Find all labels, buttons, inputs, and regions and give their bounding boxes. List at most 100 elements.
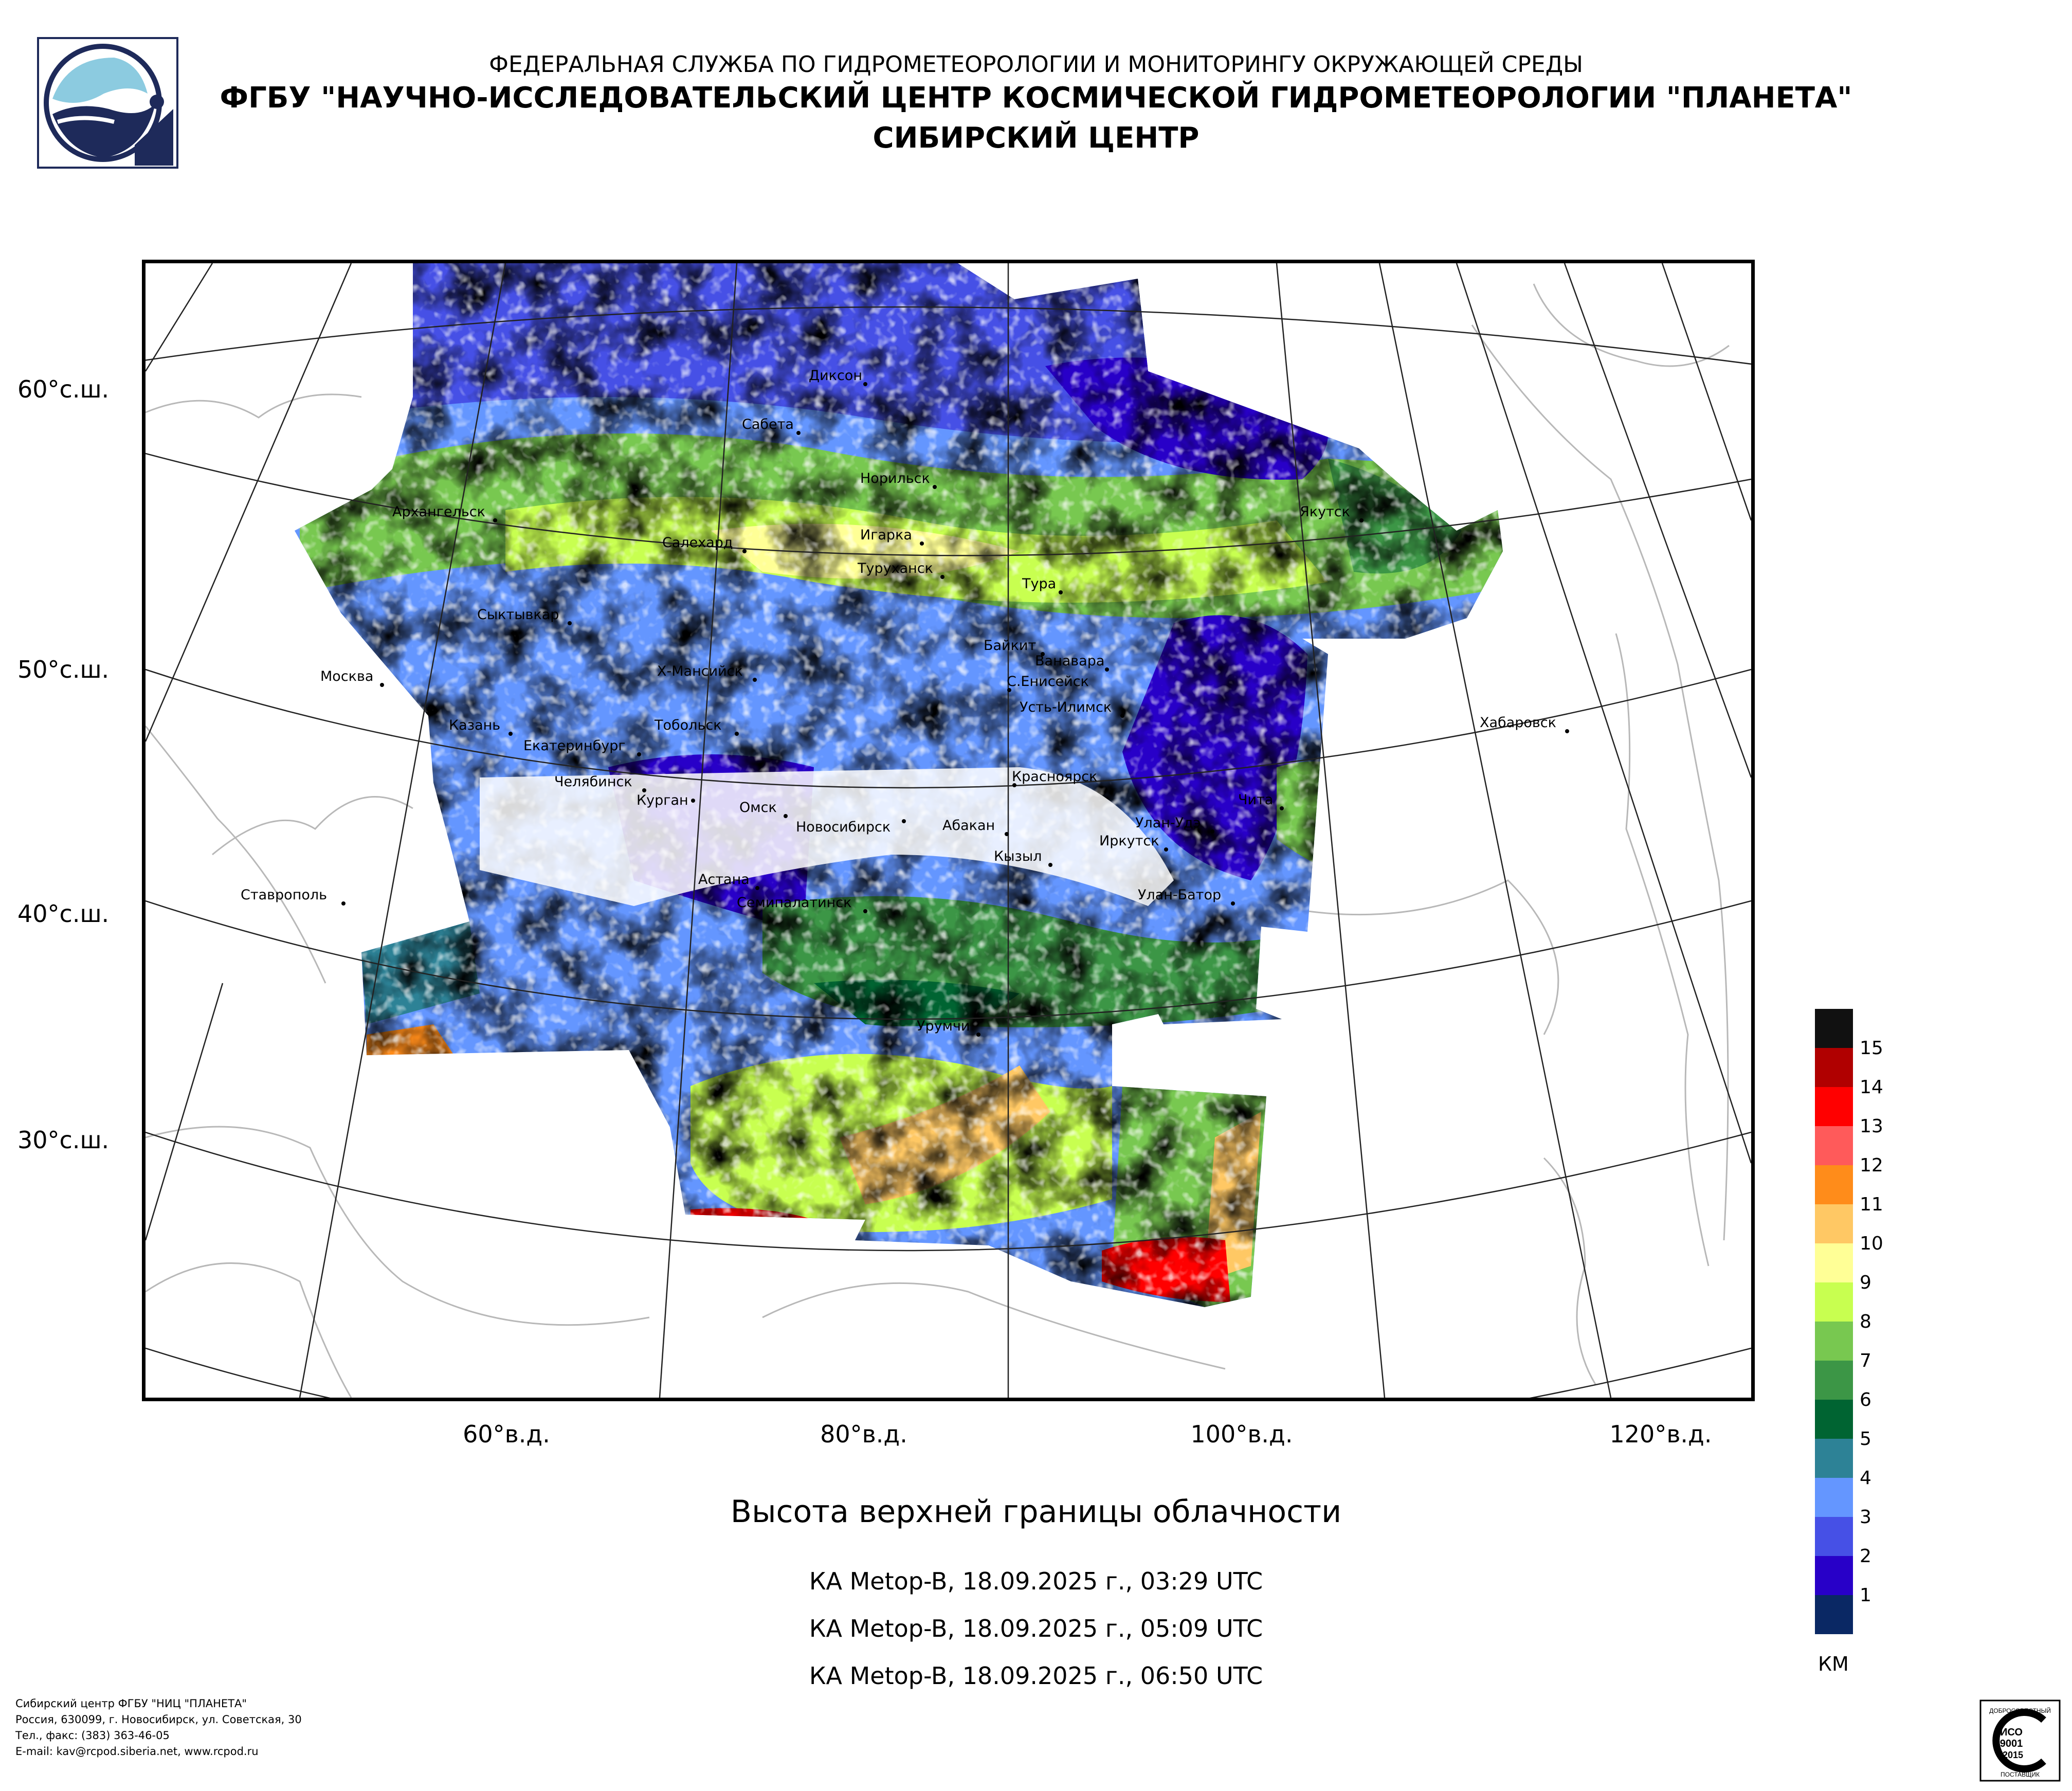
city-syktyvkar: Сыктывкар — [477, 607, 572, 625]
legend-label: 8 — [1860, 1311, 1871, 1332]
lat-label-30: 30°с.ш. — [17, 1126, 110, 1154]
legend-swatch — [1815, 1478, 1853, 1517]
svg-text:Семипалатинск: Семипалатинск — [737, 895, 851, 911]
svg-text:Улан-Удэ: Улан-Удэ — [1135, 815, 1201, 831]
legend-label: 6 — [1860, 1389, 1871, 1410]
legend-label: 9 — [1860, 1272, 1871, 1293]
legend-label: 1 — [1860, 1585, 1871, 1606]
city-ust-ilimsk: Усть-Илимск — [1020, 699, 1124, 718]
svg-text:Норильск: Норильск — [860, 471, 930, 486]
city-ulan-bator: Улан-Батор — [1138, 887, 1235, 906]
city-urumqi: Урумчи — [917, 1018, 980, 1037]
svg-text:Усть-Илимск: Усть-Илимск — [1020, 699, 1112, 715]
legend-swatch — [1815, 1595, 1853, 1634]
map-title: Высота верхней границы облачности — [730, 1494, 1342, 1530]
svg-text:Курган: Курган — [637, 792, 688, 808]
lon-label-120: 120°в.д. — [1609, 1420, 1712, 1448]
city-stavropol: Ставрополь — [241, 887, 346, 906]
city-norilsk: Норильск — [860, 471, 937, 489]
legend-swatch — [1815, 1087, 1853, 1126]
header-institute: ФГБУ "НАУЧНО-ИССЛЕДОВАТЕЛЬСКИЙ ЦЕНТР КОС… — [220, 81, 1852, 115]
lon-label-60: 60°в.д. — [463, 1420, 550, 1448]
legend-swatch — [1815, 1126, 1853, 1165]
lon-label-80: 80°в.д. — [820, 1420, 907, 1448]
header-agency: ФЕДЕРАЛЬНАЯ СЛУЖБА ПО ГИДРОМЕТЕОРОЛОГИИ … — [489, 51, 1583, 78]
svg-text:Екатеринбург: Екатеринбург — [523, 738, 626, 754]
city-chita: Чита — [1238, 792, 1284, 810]
svg-text:Челябинск: Челябинск — [554, 774, 632, 790]
city-yakutsk: Якутск — [1300, 504, 1364, 522]
legend-swatch — [1815, 1400, 1853, 1439]
city-tobolsk: Тобольск — [654, 717, 739, 736]
city-kyzyl: Кызыл — [994, 848, 1052, 867]
svg-text:Салехард: Салехард — [662, 535, 733, 551]
city-markers: Диксон Сабета Норильск Архангельск Салех… — [241, 368, 1569, 1037]
svg-text:С.Енисейск: С.Енисейск — [1007, 674, 1089, 690]
svg-text:Диксон: Диксон — [809, 368, 862, 384]
svg-text:Тобольск: Тобольск — [654, 717, 722, 733]
legend-label: 12 — [1860, 1155, 1883, 1176]
legend-label: 11 — [1860, 1194, 1883, 1215]
svg-text:Хабаровск: Хабаровск — [1480, 715, 1556, 731]
svg-text:Сабета: Сабета — [742, 417, 794, 432]
lat-label-60: 60°с.ш. — [17, 375, 110, 403]
svg-text:Улан-Батор: Улан-Батор — [1138, 887, 1221, 903]
satellite-pass-2: КА Metop-B, 18.09.2025 г., 05:09 UTC — [809, 1615, 1263, 1642]
planeta-logo — [37, 37, 178, 169]
svg-text:Ванавара: Ванавара — [1035, 653, 1104, 669]
city-khabarovsk: Хабаровск — [1480, 715, 1569, 733]
city-chelyabinsk: Челябинск — [554, 774, 646, 792]
lon-label-100: 100°в.д. — [1190, 1420, 1293, 1448]
legend-swatch — [1815, 1517, 1853, 1556]
city-baykit: Байкит — [984, 638, 1045, 656]
city-moskva: Москва — [320, 668, 384, 687]
svg-text:Омск: Омск — [739, 800, 777, 816]
legend-swatch — [1815, 1243, 1853, 1282]
svg-text:Новосибирск: Новосибирск — [796, 819, 890, 835]
city-novosibirsk: Новосибирск — [796, 819, 906, 835]
svg-text:Туруханск: Туруханск — [857, 560, 933, 576]
legend-swatch — [1815, 1282, 1853, 1322]
svg-text:Архангельск: Архангельск — [392, 504, 485, 520]
city-dikson: Диксон — [809, 368, 867, 386]
city-yekaterinburg: Екатеринбург — [523, 738, 641, 756]
legend-label: 4 — [1860, 1468, 1871, 1489]
cloud-top-map: Диксон Сабета Норильск Архангельск Салех… — [146, 263, 1751, 1398]
svg-text:Чита: Чита — [1238, 792, 1273, 808]
city-igarka: Игарка — [860, 527, 924, 546]
city-astana: Астана — [698, 872, 759, 890]
legend-swatch — [1815, 1439, 1853, 1478]
legend-swatch — [1815, 1322, 1853, 1361]
svg-text:Красноярск: Красноярск — [1012, 769, 1097, 785]
legend-label: 2 — [1860, 1546, 1871, 1567]
legend-unit: КМ — [1818, 1653, 1849, 1675]
legend-label: 5 — [1860, 1428, 1871, 1450]
legend-swatch — [1815, 1204, 1853, 1243]
footer-contacts: Сибирский центр ФГБУ "НИЦ "ПЛАНЕТА" Росс… — [15, 1696, 302, 1760]
satellite-pass-3: КА Metop-B, 18.09.2025 г., 06:50 UTC — [809, 1662, 1263, 1690]
svg-text:Урумчи: Урумчи — [917, 1018, 970, 1034]
footer-email: E-mail: kav@rcpod.siberia.net, www.rcpod… — [15, 1745, 259, 1758]
svg-text:Байкит: Байкит — [984, 638, 1036, 654]
city-turukhansk: Туруханск — [857, 560, 944, 579]
city-salekhard: Салехард — [662, 535, 747, 553]
svg-text:9001: 9001 — [2000, 1738, 2023, 1749]
city-arkhangelsk: Архангельск — [392, 504, 497, 522]
map-frame: Диксон Сабета Норильск Архангельск Салех… — [142, 260, 1755, 1401]
lat-label-40: 40°с.ш. — [17, 900, 110, 928]
legend-swatch — [1815, 1048, 1853, 1087]
city-vanavara: Ванавара — [1035, 653, 1109, 672]
legend-swatch — [1815, 1009, 1853, 1048]
legend-label: 13 — [1860, 1116, 1883, 1137]
city-tura: Тура — [1022, 576, 1063, 594]
legend-label: 10 — [1860, 1233, 1883, 1254]
legend-swatch — [1815, 1361, 1853, 1400]
city-s-yeniseysk: С.Енисейск — [1007, 674, 1089, 692]
legend-label: 15 — [1860, 1038, 1883, 1059]
svg-text:Якутск: Якутск — [1300, 504, 1350, 520]
height-legend — [1815, 1009, 1853, 1634]
city-krasnoyarsk: Красноярск — [1012, 769, 1097, 787]
footer-phone: Тел., факс: (383) 363-46-05 — [15, 1729, 170, 1742]
svg-text:Астана: Астана — [698, 872, 750, 888]
svg-text:Игарка: Игарка — [860, 527, 912, 543]
